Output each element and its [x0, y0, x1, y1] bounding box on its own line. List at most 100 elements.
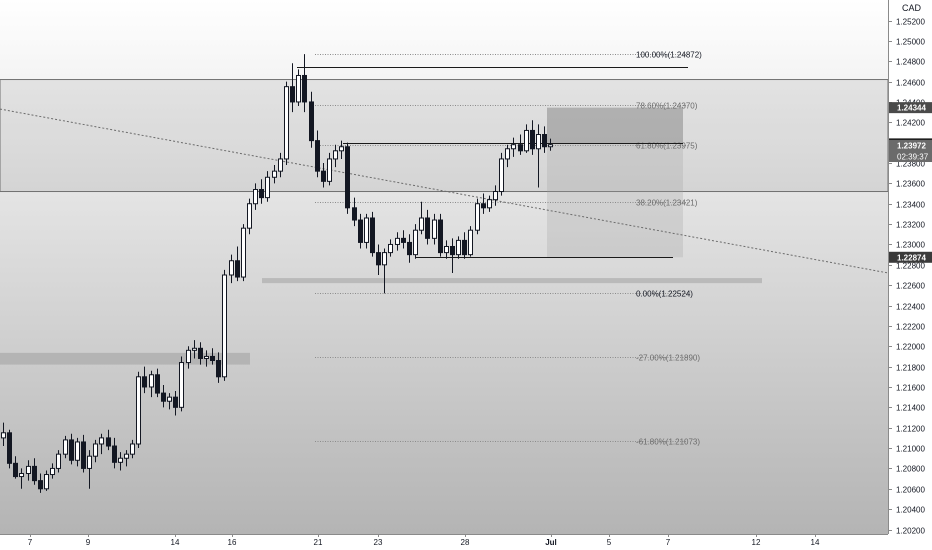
- candle[interactable]: [542, 126, 547, 153]
- candle[interactable]: [315, 130, 320, 178]
- candle[interactable]: [149, 370, 154, 398]
- candle[interactable]: [444, 240, 449, 259]
- candle[interactable]: [309, 91, 314, 148]
- candle[interactable]: [130, 439, 135, 459]
- candle[interactable]: [296, 69, 301, 107]
- candle[interactable]: [136, 371, 141, 449]
- candle[interactable]: [235, 246, 240, 282]
- candle[interactable]: [99, 433, 104, 455]
- candle[interactable]: [253, 183, 258, 210]
- candle[interactable]: [548, 138, 553, 151]
- candle[interactable]: [352, 197, 357, 227]
- candle[interactable]: [499, 152, 504, 196]
- candle[interactable]: [7, 429, 12, 469]
- candle[interactable]: [413, 224, 418, 259]
- candle[interactable]: [358, 213, 363, 249]
- candle[interactable]: [112, 437, 117, 469]
- candle[interactable]: [524, 124, 529, 153]
- candle[interactable]: [241, 224, 246, 282]
- candle[interactable]: [63, 435, 68, 459]
- candle[interactable]: [265, 171, 270, 202]
- candle[interactable]: [198, 342, 203, 365]
- candle[interactable]: [1, 422, 6, 447]
- plot-area[interactable]: 100.00%(1.24872) 78.60%(1.24370) 61.80%(1.…: [0, 51, 888, 493]
- candle[interactable]: [370, 211, 375, 257]
- candle[interactable]: [290, 63, 295, 113]
- candle[interactable]: [44, 470, 49, 491]
- candle[interactable]: [450, 238, 455, 273]
- zone-1[interactable]: [0, 79, 888, 193]
- candle[interactable]: [69, 433, 74, 465]
- candle[interactable]: [50, 463, 55, 479]
- candle[interactable]: [536, 124, 541, 188]
- candle[interactable]: [511, 137, 516, 157]
- candle[interactable]: [272, 165, 277, 184]
- candle[interactable]: [106, 429, 111, 451]
- zone-2[interactable]: [0, 352, 250, 365]
- candle[interactable]: [229, 254, 234, 284]
- candle[interactable]: [327, 152, 332, 186]
- candle[interactable]: [186, 346, 191, 369]
- candle[interactable]: [81, 434, 86, 473]
- candle[interactable]: [321, 163, 326, 188]
- candle[interactable]: [56, 450, 61, 473]
- candle[interactable]: [518, 134, 523, 155]
- candle[interactable]: [407, 234, 412, 263]
- candle[interactable]: [493, 185, 498, 206]
- candle[interactable]: [419, 201, 424, 235]
- candle[interactable]: [210, 348, 215, 365]
- candle[interactable]: [487, 195, 492, 212]
- candle[interactable]: [376, 244, 381, 275]
- candle[interactable]: [530, 120, 535, 155]
- candle[interactable]: [247, 198, 252, 235]
- candle[interactable]: [475, 198, 480, 235]
- candle[interactable]: [142, 366, 147, 394]
- candle[interactable]: [87, 450, 92, 489]
- candle[interactable]: [38, 473, 43, 493]
- candle[interactable]: [259, 179, 264, 204]
- candle[interactable]: [345, 142, 350, 214]
- time-axis[interactable]: 7 9 14 16 21 23 28 Jul 5 7 12 14: [0, 534, 932, 550]
- candle[interactable]: [481, 193, 486, 214]
- candle[interactable]: [438, 213, 443, 257]
- candle[interactable]: [173, 391, 178, 416]
- candle[interactable]: [284, 81, 289, 166]
- candle[interactable]: [333, 144, 338, 168]
- position-stop-area[interactable]: [547, 143, 683, 258]
- candle[interactable]: [222, 269, 227, 381]
- candle[interactable]: [124, 450, 129, 467]
- trend-line[interactable]: [0, 108, 888, 274]
- candle[interactable]: [19, 468, 24, 489]
- candle[interactable]: [462, 232, 467, 259]
- candle[interactable]: [401, 230, 406, 249]
- candle[interactable]: [468, 226, 473, 257]
- candle[interactable]: [456, 236, 461, 259]
- zone-3[interactable]: [262, 278, 762, 284]
- price-axis[interactable]: CAD 1.252001.250001.248001.246001.244001…: [888, 0, 932, 550]
- candle[interactable]: [155, 368, 160, 398]
- candle[interactable]: [339, 140, 344, 159]
- candle[interactable]: [204, 350, 209, 367]
- candle[interactable]: [93, 439, 98, 463]
- candle[interactable]: [118, 452, 123, 471]
- candle[interactable]: [179, 356, 184, 412]
- candle[interactable]: [432, 213, 437, 245]
- candle[interactable]: [26, 460, 31, 481]
- candle[interactable]: [278, 152, 283, 178]
- candle[interactable]: [32, 458, 37, 485]
- candle[interactable]: [382, 248, 387, 294]
- candle[interactable]: [302, 54, 307, 113]
- candle[interactable]: [388, 239, 393, 257]
- candle[interactable]: [505, 144, 510, 168]
- candle[interactable]: [75, 437, 80, 467]
- position-target-area[interactable]: [547, 107, 683, 144]
- candle[interactable]: [364, 213, 369, 249]
- candle[interactable]: [192, 340, 197, 359]
- candle[interactable]: [216, 352, 221, 383]
- candle[interactable]: [425, 209, 430, 245]
- candle[interactable]: [395, 232, 400, 251]
- candle[interactable]: [161, 384, 166, 408]
- candle[interactable]: [13, 456, 18, 479]
- candle[interactable]: [167, 393, 172, 410]
